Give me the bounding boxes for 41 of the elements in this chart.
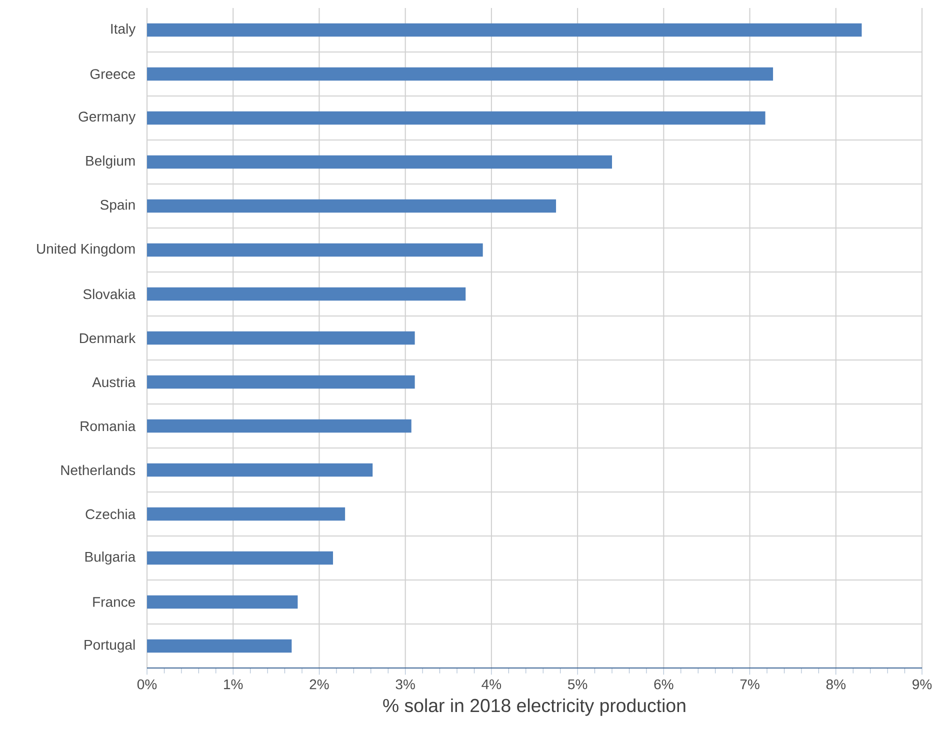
y-tick-label: United Kingdom (37, 243, 135, 257)
x-tick-label: 3% (396, 679, 415, 690)
x-tick-label: 1% (224, 679, 243, 690)
x-tick-label: 8% (826, 679, 846, 690)
y-tick-label: France (93, 597, 135, 607)
x-tick-label: 0% (137, 679, 157, 690)
bar (147, 375, 415, 389)
bar (147, 551, 334, 565)
bar (147, 243, 483, 257)
bar (147, 287, 466, 301)
bar (147, 419, 412, 433)
bar (147, 23, 862, 37)
x-tick-label: 5% (568, 679, 588, 690)
x-tick-label: 6% (654, 679, 674, 690)
x-tick-label: 9% (912, 679, 932, 690)
bar (147, 67, 774, 81)
bar (147, 639, 292, 653)
y-tick-label: Romania (80, 420, 136, 432)
x-tick-label: 4% (482, 679, 502, 690)
x-tick-label: 7% (740, 679, 760, 690)
y-tick-label: Austria (92, 376, 136, 388)
bar (147, 331, 415, 345)
y-tick-label: Greece (90, 69, 135, 79)
y-tick-label: Slovakia (83, 288, 136, 300)
y-tick-label: Germany (78, 112, 136, 124)
x-axis-title: % solar in 2018 electricity production (383, 698, 686, 716)
x-tick-label: 2% (310, 679, 329, 690)
y-tick-label: Netherlands (61, 464, 136, 476)
y-tick-label: Bulgaria (85, 551, 136, 565)
bar (147, 199, 556, 213)
y-tick-label: Spain (100, 199, 135, 213)
y-tick-label: Denmark (80, 332, 136, 344)
y-tick-label: Belgium (86, 155, 135, 169)
bar (147, 463, 373, 477)
y-tick-label: Czechia (86, 508, 136, 520)
bar (147, 111, 766, 125)
y-tick-label: Portugal (84, 639, 135, 653)
bar (147, 595, 298, 609)
bar (147, 507, 346, 521)
y-tick-label: Italy (111, 23, 136, 37)
bar (147, 155, 612, 169)
